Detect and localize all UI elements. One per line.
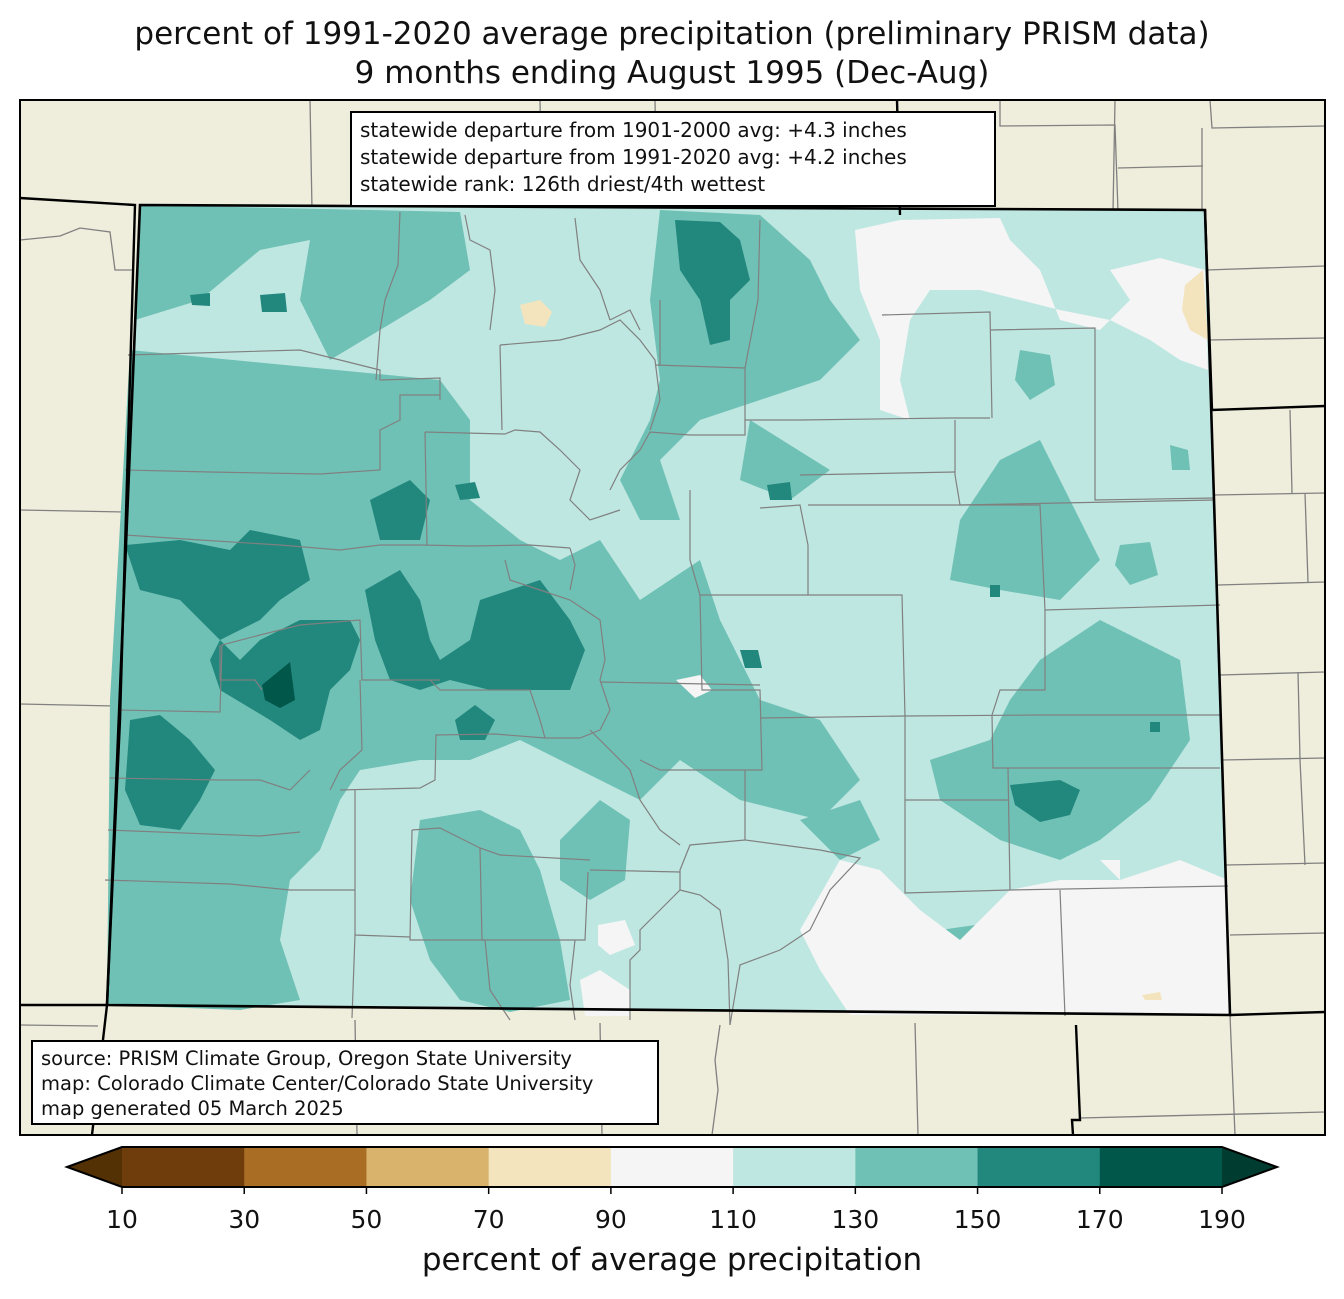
credits-source: source: PRISM Climate Group, Oregon Stat…	[41, 1047, 572, 1070]
state-borders	[19, 99, 1326, 1136]
colorbar-tick-label: 110	[709, 1205, 757, 1234]
colorbar-tick-label: 30	[228, 1205, 261, 1234]
colorbar-tick-label: 150	[953, 1205, 1002, 1234]
neighbor-state-lines	[19, 99, 1326, 1136]
colorbar-bin-130-150	[855, 1147, 979, 1187]
colorbar	[64, 1146, 1280, 1194]
colorbar-tick-label: 10	[106, 1205, 138, 1234]
colorbar-label: percent of average precipitation	[421, 1242, 923, 1278]
map-title-line2: 9 months ending August 1995 (Dec-Aug)	[354, 55, 990, 91]
stats-rank: statewide rank: 126th driest/4th wettest	[360, 172, 766, 196]
colorbar-bin-30-50	[244, 1147, 367, 1187]
colorbar-bin-150-170	[977, 1147, 1101, 1187]
colorbar-under-arrow	[67, 1147, 122, 1187]
stats-departure-1991-2020: statewide departure from 1991-2020 avg: …	[360, 145, 907, 169]
credits-generated: map generated 05 March 2025	[41, 1097, 344, 1120]
colorbar-tick-label: 70	[472, 1205, 505, 1234]
credits-box: source: PRISM Climate Group, Oregon Stat…	[31, 1040, 659, 1125]
colorbar-bin-70-90	[488, 1147, 612, 1187]
colorbar-bin-90-110	[610, 1147, 734, 1187]
precip-class-150-170	[125, 220, 1160, 830]
credits-map: map: Colorado Climate Center/Colorado St…	[41, 1072, 594, 1095]
map-frame	[19, 99, 1326, 1136]
colorbar-bin-50-70	[366, 1147, 490, 1187]
colorbar-bin-170-190	[1099, 1147, 1223, 1187]
precip-class-170-190	[262, 662, 295, 708]
colorbar-tick-label: 170	[1075, 1205, 1124, 1234]
colorbar-bin-110-130	[733, 1147, 856, 1187]
statewide-stats-box: statewide departure from 1901-2000 avg: …	[350, 111, 996, 207]
map-title-line1: percent of 1991-2020 average precipitati…	[134, 16, 1210, 52]
colorbar-tick-label: 190	[1198, 1205, 1246, 1234]
colorbar-over-arrow	[1222, 1147, 1277, 1187]
precip-class-70-90	[520, 270, 1208, 1000]
colorbar-tick-label: 90	[594, 1205, 627, 1234]
colorbar-bin-10-30	[122, 1147, 245, 1187]
colorbar-tick-label: 50	[350, 1205, 383, 1234]
county-lines	[104, 211, 1229, 1026]
colorbar-tick-label: 130	[831, 1205, 880, 1234]
stats-departure-1901-2000: statewide departure from 1901-2000 avg: …	[360, 118, 907, 142]
precip-class-90-110	[580, 218, 1230, 1016]
colorbar-bins	[122, 1147, 1223, 1187]
